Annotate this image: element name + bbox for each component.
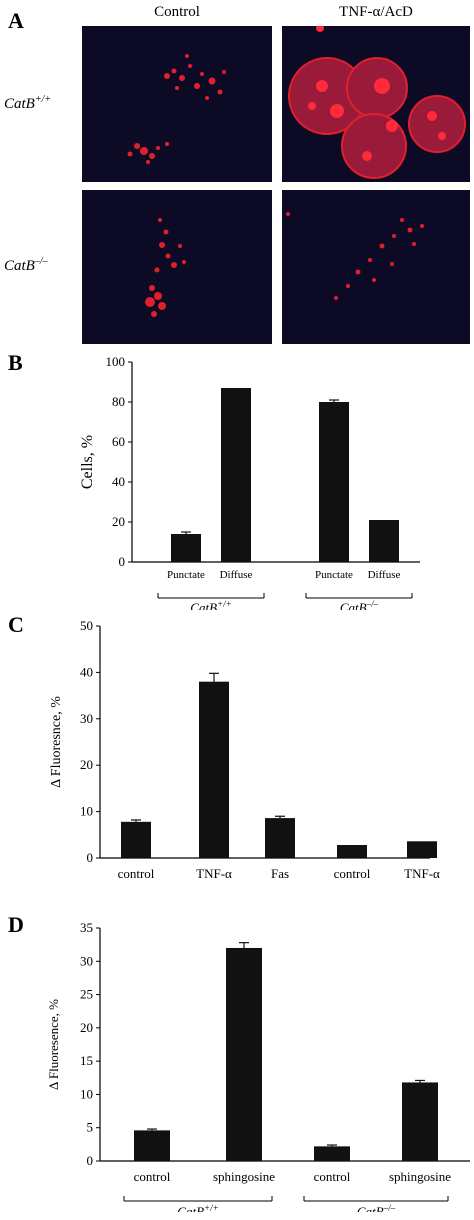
bar bbox=[265, 818, 295, 858]
x-tick-label: Diffuse bbox=[368, 569, 401, 581]
x-tick-label: sphingosine bbox=[389, 1169, 451, 1184]
row-label-name: CatB bbox=[4, 258, 35, 274]
y-tick-label: 10 bbox=[80, 1086, 93, 1101]
y-tick-label: 50 bbox=[80, 618, 93, 633]
micrograph-catb-ko-control bbox=[82, 190, 272, 344]
group-label-name: CatB bbox=[357, 1204, 384, 1212]
bar bbox=[369, 520, 399, 562]
x-tick-label: control bbox=[334, 866, 371, 881]
bar bbox=[199, 681, 229, 858]
y-axis-label: Δ Fluoresnce, % bbox=[49, 696, 64, 788]
group-label-sup: +/+ bbox=[204, 1203, 219, 1212]
panel-d-letter: D bbox=[8, 912, 24, 937]
group-label-sup: –/– bbox=[383, 1203, 396, 1212]
group-label: CatB+/+ bbox=[177, 1203, 218, 1212]
micrograph-catb-ko-tnf-acd bbox=[282, 190, 470, 344]
bar bbox=[319, 402, 349, 562]
group-label: CatB+/+ bbox=[190, 599, 231, 610]
y-tick-label: 5 bbox=[87, 1120, 94, 1135]
y-tick-label: 20 bbox=[80, 757, 93, 772]
column-title-tnf-acd: TNF-α/AcD bbox=[339, 4, 413, 20]
x-tick-label: control bbox=[134, 1169, 171, 1184]
y-axis-label: Cells, % bbox=[79, 435, 96, 489]
x-tick-label: control bbox=[314, 1169, 351, 1184]
bar bbox=[314, 1146, 350, 1161]
group-label: CatB–/– bbox=[340, 599, 379, 610]
x-tick-label: control bbox=[118, 866, 155, 881]
y-tick-label: 35 bbox=[80, 920, 93, 935]
x-tick-label: Fas bbox=[271, 866, 289, 881]
x-tick-label: TNF-α bbox=[196, 866, 232, 881]
group-label-name: CatB bbox=[340, 600, 367, 610]
row-label-sup: –/– bbox=[34, 256, 48, 267]
x-tick-label: Punctate bbox=[315, 569, 353, 581]
row-label-sup: +/+ bbox=[34, 94, 52, 105]
chart-c: 0 10 20 30 40 50 Δ Fluoresnce, % control TNF-α Fa… bbox=[49, 618, 440, 881]
x-tick-label: Punctate bbox=[167, 569, 205, 581]
y-tick-label: 30 bbox=[80, 953, 93, 968]
speckles bbox=[286, 212, 424, 300]
y-tick-label: 0 bbox=[87, 850, 94, 865]
y-tick-label: 80 bbox=[112, 394, 125, 409]
column-title-control: Control bbox=[154, 4, 200, 20]
group-label-sup: +/+ bbox=[217, 599, 232, 609]
y-tick-label: 30 bbox=[80, 711, 93, 726]
bar bbox=[134, 1130, 170, 1161]
group-label: CatB–/– bbox=[357, 1203, 396, 1212]
y-axis-label: Δ Fluoresence, % bbox=[46, 999, 61, 1090]
row-label-catb-wt: CatB+/+ bbox=[4, 94, 51, 113]
x-tick-label: Diffuse bbox=[220, 569, 253, 581]
chart-b: 0 20 40 60 80 100 Cells, % Punctate Diffuse Punct… bbox=[79, 354, 420, 610]
row-label-name: CatB bbox=[4, 96, 35, 112]
bar bbox=[402, 1082, 438, 1161]
y-tick-label: 0 bbox=[87, 1153, 94, 1168]
row-label-catb-ko: CatB–/– bbox=[4, 256, 48, 275]
chart-d: 0 5 10 15 20 25 30 35 Δ Fluoresence, % control sph… bbox=[46, 920, 470, 1212]
y-tick-label: 10 bbox=[80, 804, 93, 819]
y-tick-label: 40 bbox=[112, 474, 125, 489]
y-tick-label: 15 bbox=[80, 1053, 93, 1068]
y-tick-label: 20 bbox=[80, 1020, 93, 1035]
y-tick-label: 100 bbox=[106, 354, 126, 369]
group-label-name: CatB bbox=[190, 600, 217, 610]
y-tick-label: 20 bbox=[112, 514, 125, 529]
bar bbox=[337, 845, 367, 858]
speckles bbox=[145, 218, 186, 317]
y-tick-label: 25 bbox=[80, 987, 93, 1002]
bar bbox=[221, 388, 251, 562]
bar bbox=[171, 534, 201, 562]
x-tick-label: sphingosine bbox=[213, 1169, 275, 1184]
bar bbox=[407, 841, 437, 858]
y-tick-label: 60 bbox=[112, 434, 125, 449]
cells bbox=[288, 26, 466, 179]
group-label-name: CatB bbox=[177, 1204, 204, 1212]
speckles bbox=[127, 54, 226, 164]
bar bbox=[121, 821, 151, 858]
panel-c-letter: C bbox=[8, 612, 24, 637]
y-tick-label: 40 bbox=[80, 664, 93, 679]
panel-b-letter: B bbox=[8, 350, 23, 375]
bar bbox=[226, 947, 262, 1161]
panel-a-letter: A bbox=[8, 8, 24, 33]
micrograph-catb-wt-control bbox=[82, 26, 272, 182]
y-tick-label: 0 bbox=[119, 554, 126, 569]
group-label-sup: –/– bbox=[366, 599, 379, 609]
x-tick-label: TNF-α bbox=[404, 866, 440, 881]
micrograph-catb-wt-tnf-acd bbox=[282, 26, 470, 182]
